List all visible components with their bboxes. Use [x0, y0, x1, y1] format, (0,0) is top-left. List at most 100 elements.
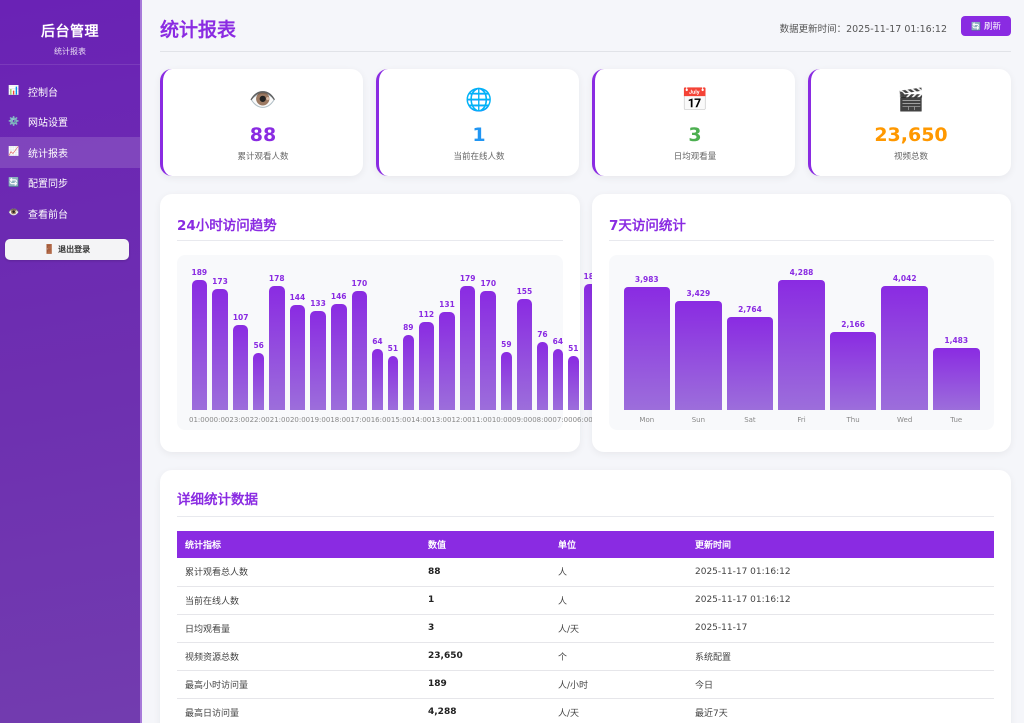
- x-axis-label: Wed: [897, 416, 913, 424]
- bar-value-label: 4,042: [892, 274, 917, 283]
- table-row: 日均观看量 3 人/天 2025-11-17: [177, 614, 994, 643]
- app-title: 后台管理: [41, 24, 99, 40]
- bar-slot: 170: [349, 255, 370, 410]
- bar-value-label: 144: [289, 292, 306, 302]
- x-axis-label: 19:00: [310, 416, 331, 424]
- bar-slot: 144: [287, 255, 308, 410]
- bar-value-label: 2,764: [738, 305, 762, 314]
- logout-button[interactable]: 🚪 退出登录: [5, 239, 129, 260]
- cell-unit: 人/小时: [550, 670, 687, 699]
- bar: [351, 290, 368, 410]
- bar-slot: 4,042: [879, 255, 931, 410]
- bar: [623, 287, 671, 410]
- divider: [177, 516, 994, 517]
- cell-value: 88: [420, 558, 550, 587]
- table-body: 累计观看总人数 88 人 2025-11-17 01:16:12 当前在线人数 1 人 202…: [177, 558, 994, 723]
- stat-card-total-viewers: 👁️ 88 累计观看人数: [160, 69, 363, 176]
- divider: [609, 240, 994, 241]
- cell-value: 4,288: [420, 698, 550, 723]
- hourly-chart-card: 24小时访问趋势 189 173 107 56 178 144 133 146 170 64 51 8…: [160, 194, 674, 452]
- sidebar-item-config-sync[interactable]: 🔄 配置同步: [0, 168, 140, 199]
- bar: [459, 285, 476, 410]
- sidebar-brand: 后台管理 统计报表: [0, 0, 140, 65]
- sidebar-item-dashboard[interactable]: 📊 控制台: [0, 76, 140, 107]
- stat-label: 累计观看人数: [237, 152, 289, 162]
- bar-value-label: 173: [212, 276, 228, 286]
- stat-value: 1: [472, 124, 486, 146]
- bar: [881, 286, 928, 410]
- bar-slot: 155: [514, 255, 535, 410]
- x-axis-label: 13:00: [431, 416, 452, 424]
- table-row: 最高日访问量 4,288 人/天 最近7天: [177, 698, 994, 723]
- bar-slot: 3,983: [621, 255, 673, 410]
- hourly-bar-chart: 189 173 107 56 178 144 133 146 170 64 51 89 112 131 17…: [177, 255, 674, 430]
- bar-value-label: 189: [191, 268, 208, 277]
- bar-value-label: 107: [232, 313, 249, 323]
- bar-slot: 178: [266, 255, 287, 410]
- bar-value-label: 89: [403, 323, 414, 332]
- bar-value-label: 170: [351, 278, 368, 288]
- x-axis-label: Thu: [846, 416, 860, 424]
- stat-card-video-total: 🎬 23,650 视频总数: [808, 69, 1011, 176]
- sidebar-item-label: 配置同步: [28, 179, 68, 191]
- bar-slot: 189: [189, 255, 210, 410]
- bar-value-label: 64: [372, 336, 383, 346]
- sync-icon: 🔄: [8, 177, 20, 188]
- x-axis-label: 14:00: [411, 416, 432, 424]
- gear-icon: ⚙️: [8, 116, 20, 127]
- x-axis-label: 11:00: [471, 416, 492, 424]
- bar-slot: 2,166: [827, 255, 879, 410]
- bar-slot: 76: [535, 255, 550, 410]
- stat-card-online-users: 🌐 1 当前在线人数: [376, 69, 579, 176]
- hourly-chart-title: 24小时访问趋势: [177, 218, 277, 234]
- x-axis-label: 18:00: [330, 416, 351, 424]
- sidebar-item-statistics[interactable]: 📈 统计报表: [0, 137, 140, 168]
- bar-value-label: 51: [568, 343, 579, 353]
- column-header-metric: 统计指标: [185, 541, 222, 551]
- bar-slot: 51: [566, 255, 581, 410]
- x-axis-label: 07:00: [552, 416, 573, 424]
- bar-slot: 51: [385, 255, 400, 410]
- x-axis-label: 09:00: [512, 416, 533, 424]
- stat-label: 视频总数: [893, 152, 928, 162]
- update-time-value: 2025-11-17 01:16:12: [846, 24, 947, 35]
- sidebar-item-label: 查看前台: [28, 209, 68, 221]
- bar-chart-icon: 📊: [8, 86, 20, 97]
- stat-value: 88: [249, 124, 277, 146]
- table-row: 累计观看总人数 88 人 2025-11-17 01:16:12: [177, 558, 994, 587]
- cell-metric: 最高日访问量: [177, 698, 420, 723]
- divider: [177, 240, 563, 241]
- bar-slot: 179: [457, 255, 478, 410]
- bar-value-label: 51: [387, 343, 399, 353]
- bar: [372, 348, 383, 410]
- x-axis-label: 23:00: [229, 416, 250, 424]
- x-axis-label: 22:00: [249, 416, 270, 424]
- table-row: 最高小时访问量 189 人/小时 今日: [177, 670, 994, 699]
- refresh-button[interactable]: 🔄 刷新: [961, 16, 1011, 36]
- bar-slot: 1,483: [930, 255, 982, 410]
- bar-value-label: 179: [459, 273, 476, 283]
- bar: [726, 317, 774, 410]
- weekly-bar-chart: 3,983 3,429 2,764 4,288 2,166 4,042 1,483 Mon S…: [609, 255, 994, 430]
- cell-metric: 当前在线人数: [177, 586, 420, 615]
- app-subtitle: 统计报表: [54, 47, 86, 56]
- bar-slot: 59: [499, 255, 514, 410]
- table-row: 视频资源总数 23,650 个系统配置: [177, 642, 994, 671]
- sidebar-item-site-settings[interactable]: ⚙️ 网站设置: [0, 107, 140, 138]
- cell-updated: 2025-11-17 01:16:12: [687, 586, 994, 615]
- bar-value-label: 3,983: [634, 275, 659, 285]
- bar-slot: 112: [416, 255, 437, 410]
- bar: [212, 288, 228, 410]
- bar: [480, 290, 497, 410]
- chart-increasing-icon: 📈: [8, 147, 20, 158]
- x-axis-labels: 01:00 00:00 23:00 22:00 21:00 20:00 19:00 18:00…: [189, 410, 674, 430]
- sidebar-item-view-frontend[interactable]: 👁️ 查看前台: [0, 198, 140, 229]
- cell-updated: 最近7天: [687, 698, 994, 723]
- stat-value: 3: [688, 124, 702, 146]
- bar-slot: 133: [308, 255, 329, 410]
- x-axis-label: 15:00: [390, 416, 412, 424]
- update-time-label: 数据更新时间：: [779, 24, 847, 35]
- bar-slot: 4,288: [776, 255, 828, 410]
- column-header-updated: 更新时间: [695, 541, 732, 551]
- bar: [501, 351, 512, 410]
